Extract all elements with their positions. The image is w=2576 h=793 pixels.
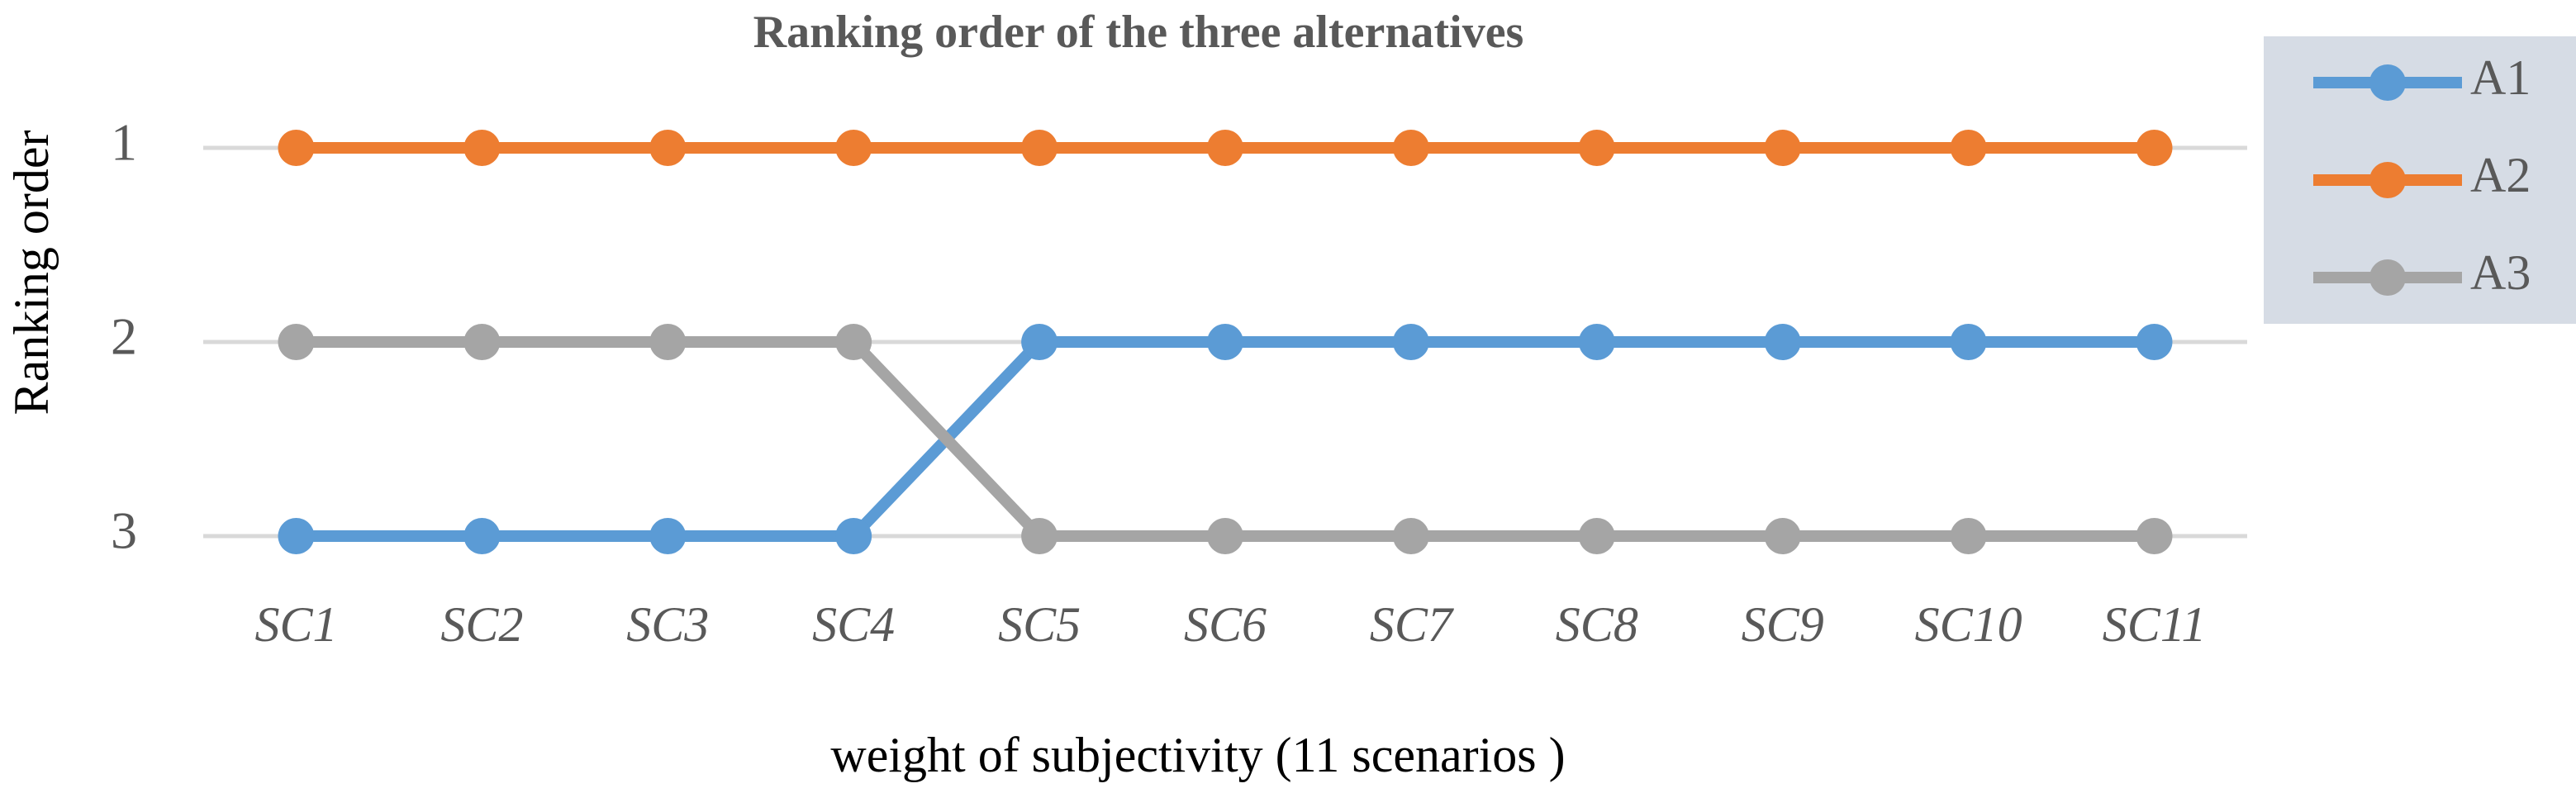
x-tick-label: SC10 xyxy=(1915,597,2022,652)
y-axis-title: Ranking order xyxy=(4,131,59,415)
y-tick-label: 3 xyxy=(111,501,137,560)
data-point xyxy=(1207,518,1243,554)
data-point xyxy=(835,324,872,360)
data-point xyxy=(649,130,687,166)
data-point xyxy=(278,324,315,360)
x-tick-label: SC2 xyxy=(440,597,523,652)
data-point xyxy=(1950,324,1987,360)
chart-title: Ranking order of the three alternatives xyxy=(753,7,1524,58)
data-point xyxy=(835,130,872,166)
data-point xyxy=(1207,130,1243,166)
data-point xyxy=(649,518,687,554)
data-point xyxy=(1207,324,1243,360)
data-point xyxy=(2136,518,2173,554)
data-point xyxy=(1578,518,1615,554)
y-tick-label: 1 xyxy=(111,113,137,172)
data-point xyxy=(1021,324,1058,360)
x-tick-label: SC8 xyxy=(1556,597,1638,652)
x-tick-label: SC11 xyxy=(2103,597,2207,652)
data-point xyxy=(2136,324,2173,360)
x-tick-label: SC7 xyxy=(1370,597,1455,652)
data-point xyxy=(463,324,501,360)
data-point xyxy=(463,518,501,554)
x-tick-label: SC6 xyxy=(1184,597,1267,652)
data-point xyxy=(2136,130,2173,166)
data-point xyxy=(835,518,872,554)
series-line xyxy=(296,336,2155,542)
data-point xyxy=(649,324,687,360)
data-point xyxy=(1764,518,1801,554)
legend-marker xyxy=(2369,64,2406,101)
legend-marker xyxy=(2369,259,2406,296)
x-tick-label: SC1 xyxy=(254,597,337,652)
series-line xyxy=(296,336,2155,542)
x-tick-label: SC3 xyxy=(626,597,709,652)
x-axis-title: weight of subjectivity (11 scenarios ) xyxy=(830,728,1565,782)
x-tick-label: SC9 xyxy=(1742,597,1824,652)
legend-marker xyxy=(2369,162,2406,198)
data-point xyxy=(1950,518,1987,554)
data-point xyxy=(1578,130,1615,166)
x-tick-label: SC5 xyxy=(998,597,1081,652)
data-point xyxy=(1021,518,1058,554)
x-tick-label: SC4 xyxy=(812,597,895,652)
data-point xyxy=(1578,324,1615,360)
data-point xyxy=(463,130,501,166)
data-point xyxy=(1021,130,1058,166)
data-point xyxy=(278,518,315,554)
data-point xyxy=(1392,130,1429,166)
legend-label: A3 xyxy=(2470,245,2531,300)
legend-label: A2 xyxy=(2470,148,2531,202)
y-tick-label: 2 xyxy=(111,307,137,366)
data-point xyxy=(1764,324,1801,360)
data-point xyxy=(1764,130,1801,166)
data-point xyxy=(1392,324,1429,360)
legend-label: A1 xyxy=(2470,50,2531,105)
data-point xyxy=(278,130,315,166)
data-point xyxy=(1392,518,1429,554)
data-point xyxy=(1950,130,1987,166)
